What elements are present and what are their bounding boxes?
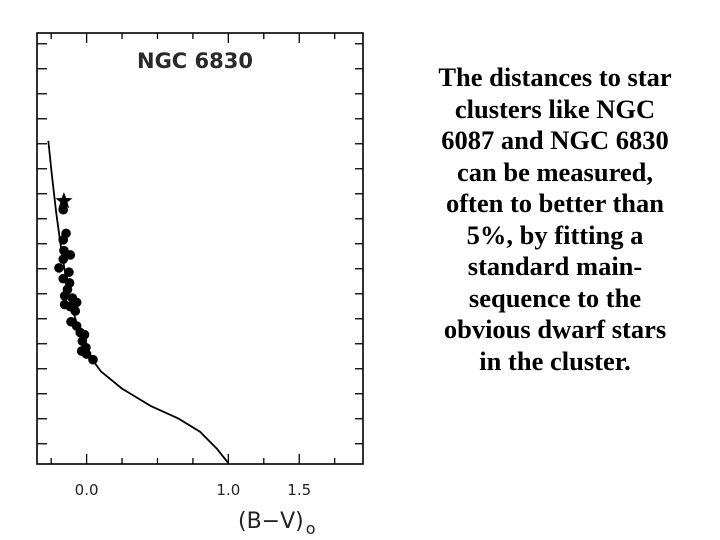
cluster-star <box>58 204 69 215</box>
top-axis-ticks <box>50 33 336 43</box>
cluster-star <box>58 235 69 245</box>
bottom-axis-ticks <box>50 454 336 464</box>
cluster-stars <box>54 204 98 365</box>
x-tick-label: 1.5 <box>287 481 311 499</box>
cmd-chart: NGC 6830 0.0 1.0 1.5 (B−V) o <box>36 32 364 538</box>
cluster-star <box>88 354 98 365</box>
cluster-star <box>58 254 69 265</box>
x-tick-label: 1.0 <box>216 481 240 499</box>
caption-line: can be measured, <box>456 156 654 187</box>
cluster-name-label: NGC 6830 <box>137 49 253 73</box>
x-tick-label: 0.0 <box>75 481 99 499</box>
cluster-star <box>81 349 92 359</box>
caption-line: obvious dwarf stars <box>443 314 667 344</box>
caption-text: The distances to star clusters like NGC 60… <box>398 62 712 377</box>
x-axis-subscript: o <box>306 519 316 538</box>
cluster-star <box>70 306 81 316</box>
left-axis-ticks <box>37 43 47 445</box>
caption-line: in the cluster. <box>479 345 631 376</box>
bright-star-marker <box>55 192 73 209</box>
cluster-star <box>64 267 74 278</box>
right-axis-ticks <box>355 43 363 445</box>
caption-line: clusters like NGC <box>454 93 656 124</box>
plot-frame <box>36 32 364 465</box>
caption-line: 5%, by fitting a <box>466 219 644 250</box>
caption-line: often to better than <box>445 188 665 218</box>
caption-line: 6087 and NGC 6830 <box>441 125 669 155</box>
caption-line: sequence to the <box>468 282 642 313</box>
cluster-star <box>65 250 76 260</box>
caption-line: The distances to star <box>438 62 672 92</box>
x-tick-labels: 0.0 1.0 1.5 <box>75 481 311 499</box>
cluster-star <box>54 263 64 273</box>
x-axis-label: (B−V) <box>238 509 304 534</box>
x-axis-title: (B−V) o <box>238 509 316 538</box>
caption-line: standard main- <box>467 251 643 281</box>
cluster-star <box>59 291 70 301</box>
